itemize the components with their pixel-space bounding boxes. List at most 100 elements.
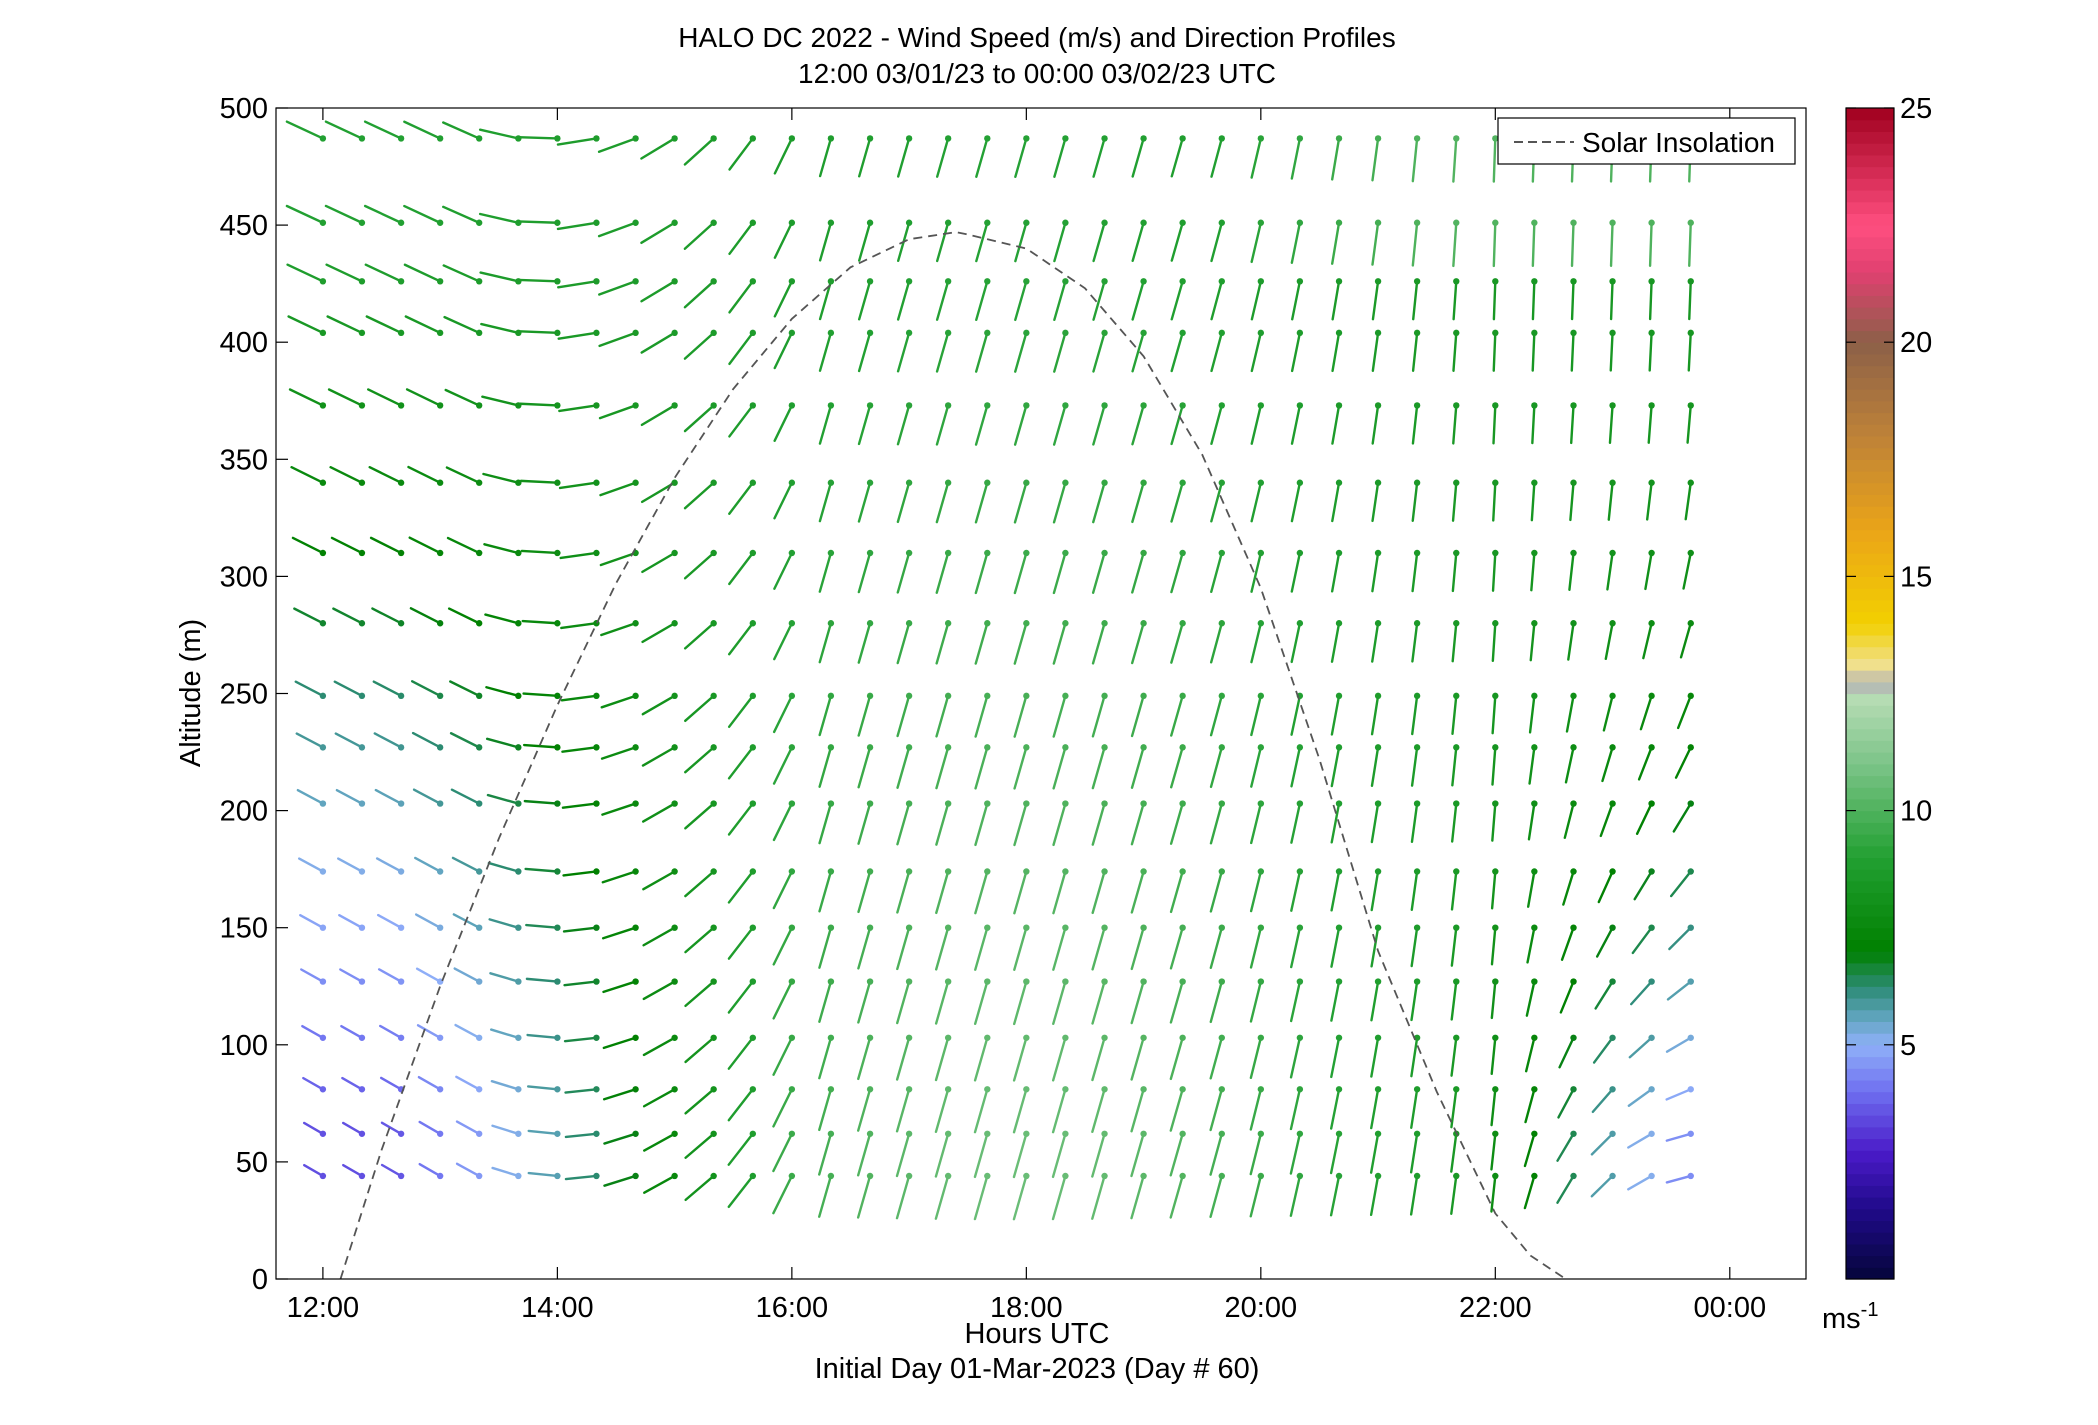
wind-barb-origin: [632, 219, 639, 226]
wind-barb-origin: [319, 1130, 327, 1137]
wind-barb-shaft: [300, 968, 325, 983]
wind-barb-shaft: [772, 870, 794, 910]
wind-barb: [1524, 1034, 1538, 1073]
wind-barb: [1491, 692, 1499, 735]
wind-barb: [895, 1130, 913, 1178]
wind-barb-origin: [475, 800, 483, 807]
wind-barb: [564, 1086, 600, 1094]
wind-barb-origin: [593, 278, 600, 285]
wind-barb-shaft: [772, 694, 794, 734]
wind-barb-shaft: [1091, 551, 1106, 594]
wind-barb: [1169, 1130, 1186, 1177]
wind-barb: [727, 868, 757, 904]
wind-barb-shaft: [1604, 622, 1614, 661]
wind-barb-shaft: [1092, 137, 1106, 178]
wind-barb-origin: [905, 744, 913, 751]
wind-barb: [1410, 868, 1421, 912]
wind-barb-origin: [436, 1172, 444, 1180]
wind-barb: [1250, 744, 1265, 788]
wind-barb-origin: [632, 620, 639, 627]
wind-barb: [1492, 219, 1499, 268]
wind-barb-origin: [749, 549, 757, 557]
wind-barb-origin: [1531, 1034, 1538, 1041]
wind-barb-shaft: [857, 404, 872, 446]
wind-barb: [418, 1162, 444, 1180]
wind-barb-shaft: [1289, 980, 1302, 1023]
wind-barb-shaft: [446, 536, 481, 555]
wind-barb-origin: [1648, 800, 1655, 807]
wind-barb-shaft: [935, 137, 950, 178]
wind-barb-shaft: [772, 980, 794, 1020]
wind-barb-shaft: [773, 280, 794, 318]
wind-barb-origin: [1257, 329, 1265, 337]
wind-barb-shaft: [455, 1120, 481, 1135]
wind-barb-shaft: [857, 926, 872, 970]
wind-barb-origin: [905, 978, 913, 985]
wind-barb: [487, 861, 522, 875]
wind-barb-shaft: [975, 137, 989, 178]
wind-barb-shaft: [727, 926, 755, 960]
wind-barb-origin: [1101, 1086, 1108, 1093]
wind-barb-shaft: [1130, 926, 1145, 971]
wind-barb-origin: [905, 924, 913, 931]
wind-barb: [974, 620, 991, 665]
wind-barb: [683, 278, 717, 309]
wind-barb: [896, 620, 913, 665]
wind-barb: [1170, 692, 1186, 737]
wind-barb-origin: [1609, 479, 1616, 486]
wind-barb-origin: [1101, 479, 1108, 486]
wind-barb: [1131, 219, 1147, 263]
wind-barb-origin: [593, 744, 600, 751]
wind-barb-origin: [1609, 329, 1616, 337]
wind-barb-origin: [1140, 744, 1147, 751]
wind-barb-shaft: [1450, 1088, 1458, 1129]
wind-barb-shaft: [1290, 746, 1302, 788]
wind-barb: [1209, 744, 1225, 789]
wind-barb: [517, 219, 561, 226]
colorbar-segment: [1846, 880, 1894, 894]
wind-barb: [1170, 135, 1186, 178]
wind-barb-shaft: [1012, 1088, 1028, 1134]
wind-barb-shaft: [974, 551, 989, 595]
wind-barb: [935, 278, 952, 321]
wind-barb-shaft: [563, 1036, 598, 1043]
wind-barb-origin: [593, 402, 600, 409]
wind-barb-origin: [358, 402, 366, 409]
wind-barb-shaft: [1450, 926, 1458, 967]
wind-barb: [1014, 219, 1030, 263]
wind-barb: [1330, 978, 1343, 1022]
wind-barb-shaft: [818, 1088, 833, 1132]
wind-barb-shaft: [1370, 870, 1380, 912]
wind-barb-origin: [788, 1172, 796, 1180]
wind-barb: [599, 479, 639, 497]
wind-barb-origin: [1101, 800, 1108, 807]
wind-barb-origin: [1179, 549, 1186, 557]
wind-barb: [856, 1172, 874, 1219]
wind-barb-origin: [827, 1034, 835, 1041]
wind-barb-origin: [1570, 329, 1577, 337]
wind-barb-shaft: [1331, 280, 1341, 321]
wind-barb-shaft: [640, 221, 676, 245]
wind-barb-shaft: [1210, 280, 1223, 321]
wind-barb-shaft: [404, 315, 442, 335]
wind-barb: [1012, 978, 1030, 1026]
wind-barb-origin: [1179, 744, 1186, 751]
wind-barb: [1131, 549, 1147, 594]
wind-barb-shaft: [1528, 746, 1536, 785]
wind-barb-shaft: [556, 221, 598, 231]
wind-barb-origin: [632, 978, 639, 985]
wind-barb: [447, 607, 483, 627]
wind-barb-shaft: [1642, 622, 1653, 660]
wind-barb: [338, 914, 366, 931]
wind-barb: [640, 278, 678, 303]
wind-barb: [451, 856, 483, 875]
wind-barb-origin: [632, 692, 639, 700]
wind-barb-shaft: [1371, 622, 1380, 663]
wind-barb-shaft: [364, 263, 403, 283]
wind-barb: [446, 536, 483, 557]
wind-barb: [408, 536, 444, 557]
wind-barb-shaft: [1597, 870, 1614, 904]
wind-barb-origin: [319, 219, 327, 226]
wind-barb: [1012, 1172, 1030, 1221]
wind-barb-shaft: [527, 1129, 559, 1135]
